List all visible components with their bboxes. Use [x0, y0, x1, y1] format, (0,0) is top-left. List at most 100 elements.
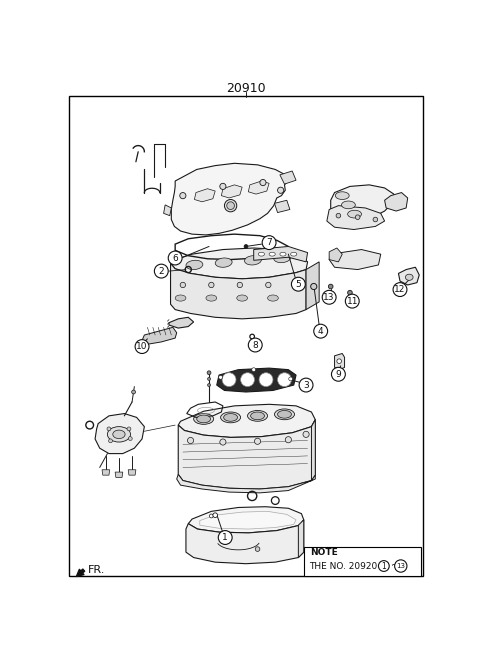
Polygon shape: [170, 263, 306, 319]
Text: 5: 5: [296, 280, 301, 289]
Circle shape: [291, 277, 305, 291]
Ellipse shape: [336, 192, 349, 200]
Bar: [304, 547, 421, 576]
Polygon shape: [178, 404, 315, 438]
Text: FR.: FR.: [88, 565, 106, 575]
Text: NOTE: NOTE: [310, 548, 337, 557]
Circle shape: [213, 513, 217, 517]
Polygon shape: [331, 185, 394, 221]
Circle shape: [207, 371, 211, 375]
Circle shape: [108, 439, 112, 443]
Text: 2: 2: [158, 267, 164, 276]
Circle shape: [277, 187, 284, 193]
Circle shape: [322, 290, 336, 304]
Circle shape: [180, 282, 186, 288]
Ellipse shape: [406, 274, 413, 280]
Circle shape: [209, 514, 213, 518]
Text: 13: 13: [396, 563, 405, 569]
Ellipse shape: [237, 295, 248, 301]
Circle shape: [252, 367, 256, 371]
Circle shape: [294, 282, 300, 288]
Circle shape: [207, 377, 211, 381]
Ellipse shape: [244, 255, 262, 265]
Circle shape: [395, 560, 407, 572]
Polygon shape: [194, 189, 215, 202]
Circle shape: [168, 251, 182, 265]
Ellipse shape: [186, 260, 203, 270]
Polygon shape: [312, 420, 315, 481]
Polygon shape: [115, 472, 123, 477]
Ellipse shape: [206, 295, 217, 301]
Circle shape: [311, 284, 317, 290]
Ellipse shape: [175, 295, 186, 301]
Polygon shape: [200, 512, 296, 529]
Circle shape: [285, 437, 291, 443]
Circle shape: [254, 438, 261, 444]
Circle shape: [237, 282, 242, 288]
Circle shape: [220, 439, 226, 445]
Polygon shape: [254, 246, 308, 262]
Circle shape: [303, 431, 309, 438]
Polygon shape: [217, 368, 296, 392]
Polygon shape: [142, 328, 177, 345]
Circle shape: [262, 236, 276, 250]
Circle shape: [260, 179, 266, 185]
Polygon shape: [221, 185, 242, 198]
Circle shape: [378, 561, 389, 571]
Circle shape: [345, 294, 359, 308]
Ellipse shape: [280, 252, 286, 256]
Ellipse shape: [267, 295, 278, 301]
Circle shape: [336, 214, 341, 218]
Circle shape: [299, 378, 313, 392]
Polygon shape: [275, 200, 290, 213]
Circle shape: [248, 338, 262, 352]
Polygon shape: [171, 163, 288, 235]
Text: 9: 9: [336, 370, 341, 379]
Ellipse shape: [108, 426, 131, 442]
Circle shape: [337, 359, 341, 364]
Polygon shape: [164, 205, 171, 215]
Circle shape: [227, 202, 234, 210]
Ellipse shape: [341, 201, 355, 209]
Polygon shape: [280, 171, 296, 184]
Ellipse shape: [224, 413, 238, 421]
Ellipse shape: [215, 258, 232, 267]
Circle shape: [132, 390, 135, 394]
Polygon shape: [329, 248, 342, 262]
Text: 3: 3: [303, 381, 309, 390]
Text: 1: 1: [222, 533, 228, 542]
Ellipse shape: [258, 252, 264, 256]
Circle shape: [207, 384, 211, 386]
Circle shape: [220, 183, 226, 189]
Circle shape: [277, 373, 291, 386]
Polygon shape: [329, 250, 381, 270]
Polygon shape: [248, 181, 269, 194]
Circle shape: [332, 367, 345, 381]
Polygon shape: [170, 248, 308, 279]
Polygon shape: [128, 470, 136, 475]
Ellipse shape: [113, 430, 125, 439]
Text: 6: 6: [172, 253, 178, 263]
Ellipse shape: [274, 253, 290, 263]
Text: 1: 1: [382, 561, 386, 571]
Ellipse shape: [269, 252, 275, 256]
Circle shape: [348, 290, 352, 295]
Text: 12: 12: [394, 285, 406, 294]
Circle shape: [188, 438, 193, 443]
Text: 20910: 20910: [226, 82, 266, 95]
Circle shape: [265, 282, 271, 288]
Text: 13: 13: [324, 293, 335, 302]
Circle shape: [116, 431, 122, 438]
Circle shape: [240, 373, 254, 386]
Circle shape: [107, 427, 111, 431]
Polygon shape: [306, 262, 319, 310]
Polygon shape: [398, 267, 419, 285]
Polygon shape: [178, 420, 315, 489]
Circle shape: [127, 427, 131, 431]
Text: ~: ~: [391, 561, 399, 571]
Circle shape: [128, 437, 132, 441]
Ellipse shape: [251, 412, 264, 420]
Circle shape: [225, 200, 237, 212]
Ellipse shape: [248, 411, 267, 421]
Ellipse shape: [348, 210, 361, 218]
